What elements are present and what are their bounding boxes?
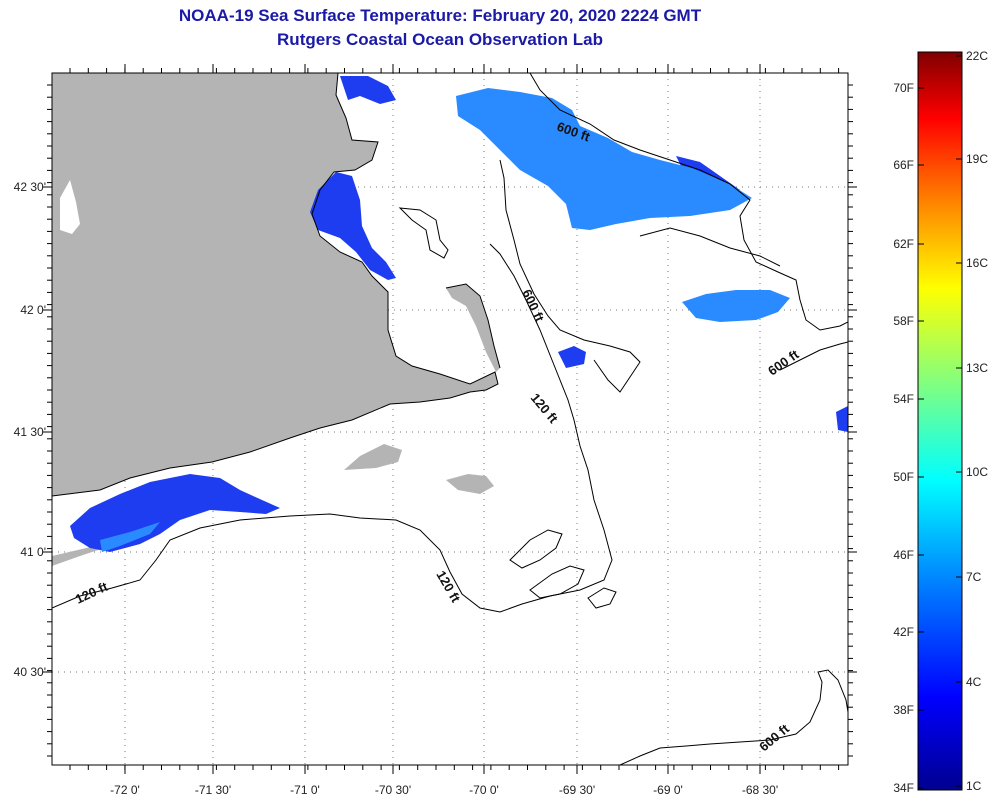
lon-label: -71 30' [195,783,231,797]
sst-patch-massbay [310,172,396,280]
cb-c-label: 1C [966,779,982,793]
cb-c-label: 4C [966,675,982,689]
contour-600-north [529,73,848,331]
sst-patch-north [340,76,396,104]
contour-600-south [619,669,848,765]
georges-shoal-1 [509,529,563,569]
cb-f-label: 54F [893,392,914,406]
lat-label: 41 30' [14,425,46,439]
lat-label: 40 30' [14,665,46,679]
page-subtitle: Rutgers Coastal Ocean Observation Lab [277,30,603,49]
page-title: NOAA-19 Sea Surface Temperature: Februar… [178,6,702,25]
colorbar-gradient [917,51,963,791]
contour-label-7: 600 ft [756,721,792,755]
contour-east-ridge [639,227,781,267]
cb-c-label: 13C [966,361,988,375]
contour-label-5: 120 ft [433,568,463,605]
longitude-labels: -72 0' -71 30' -71 0' -70 30' -70 0' -69… [110,783,778,797]
lat-label: 42 0' [20,303,46,317]
sst-patch-edge [836,406,848,432]
sst-patch-stripe [100,522,160,552]
cb-f-label: 42F [893,625,914,639]
cape-cod-outline [445,283,501,369]
cb-f-label: 34F [893,781,914,795]
map-content: 600 ft 600 ft 600 ft 120 ft 120 ft 120 f… [52,73,848,765]
contour-label-6: 120 ft [73,578,111,606]
cb-f-label: 46F [893,548,914,562]
mainland-land [52,73,498,496]
contour-label-4: 120 ft [528,390,562,426]
colorbar-f-labels: 70F 66F 62F 58F 54F 50F 46F 42F 38F 34F [893,81,914,795]
lat-label: 41 0' [20,545,46,559]
depth-contours [52,73,848,765]
cb-c-label: 22C [966,49,988,63]
contour-label-3: 600 ft [765,346,802,378]
marthas-vineyard-land [344,444,402,470]
latitude-labels: 42 30' 42 0' 41 30' 41 0' 40 30' [14,180,46,679]
sst-patch-east [682,290,790,322]
georges-shoal-2 [529,565,585,599]
lon-label: -71 0' [290,783,320,797]
cb-f-label: 70F [893,81,914,95]
contour-600-gom [499,159,641,393]
lon-label: -70 30' [375,783,411,797]
georges-shoal-3 [587,587,617,609]
coastline-main [52,73,499,497]
land [52,73,500,566]
lon-label: -69 30' [559,783,595,797]
nantucket-land [446,474,494,494]
lon-label: -68 30' [742,783,778,797]
sst-patch-southwest [70,474,280,552]
contour-120-west [52,243,613,613]
colorbar: 70F 66F 62F 58F 54F 50F 46F 42F 38F 34F … [893,49,988,795]
lon-label: -69 0' [653,783,683,797]
cb-f-label: 58F [893,314,914,328]
cb-f-label: 38F [893,703,914,717]
contour-label-2: 600 ft [519,287,547,325]
cb-f-label: 62F [893,237,914,251]
cb-f-label: 66F [893,158,914,172]
colorbar-c-labels: 22C 19C 16C 13C 10C 7C 4C 1C [966,49,988,793]
colorbar-ticks [918,55,962,789]
sst-patch-gulf [456,88,752,230]
stellwagen-outline [398,207,449,259]
cb-c-label: 16C [966,256,988,270]
coastline [52,73,617,609]
lon-label: -72 0' [110,783,140,797]
cape-cod-hook-land [446,284,500,372]
map-frame [51,72,849,766]
cb-c-label: 19C [966,152,988,166]
sst-patch-small [558,346,586,368]
inland-lake [60,180,80,234]
contour-600-east [779,341,848,371]
sst-mid-patches [100,88,790,552]
lat-label: 42 30' [14,180,46,194]
cb-c-label: 7C [966,570,982,584]
cb-c-label: 10C [966,465,988,479]
lon-label: -70 0' [469,783,499,797]
cb-f-label: 50F [893,470,914,484]
frame-ticks [43,64,857,774]
